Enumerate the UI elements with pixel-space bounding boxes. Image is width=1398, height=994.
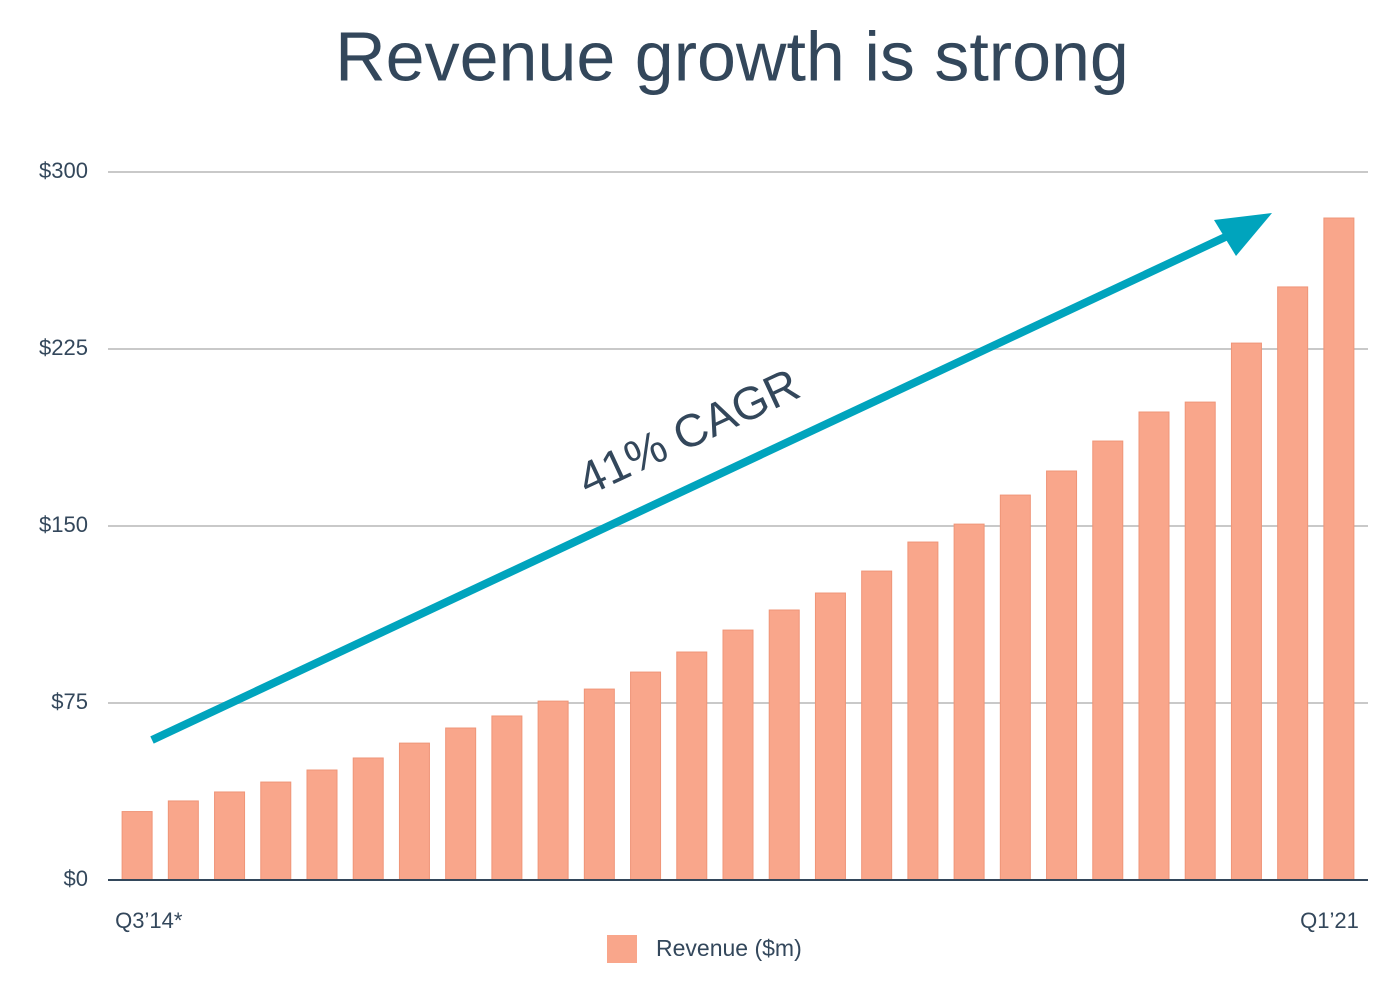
bar: [306, 769, 338, 881]
bar: [398, 742, 430, 881]
y-tick-label: $0: [64, 866, 88, 891]
bar: [1230, 342, 1262, 881]
bar: [907, 541, 939, 881]
bar: [768, 609, 800, 881]
x-tick-label: Q3’14*: [115, 908, 183, 933]
bar: [630, 671, 662, 881]
bar: [1323, 217, 1355, 881]
legend-label: Revenue ($m): [656, 935, 802, 961]
bar: [999, 494, 1031, 881]
bar: [1184, 401, 1216, 881]
bar: [1138, 411, 1170, 881]
bar: [1092, 440, 1124, 881]
bar: [1277, 286, 1309, 881]
trend-arrow: [150, 228, 1238, 744]
bar: [537, 700, 569, 881]
legend-swatch: [607, 935, 637, 963]
bar: [722, 629, 754, 881]
bar: [814, 592, 846, 881]
bar: [583, 688, 615, 881]
chart-title: Revenue growth is strong: [335, 17, 1129, 95]
bar: [491, 715, 523, 881]
y-tick-label: $75: [51, 689, 88, 714]
y-tick-label: $225: [39, 335, 88, 360]
bar: [676, 651, 708, 881]
bar: [121, 811, 153, 881]
bar: [861, 570, 893, 881]
arrow-head: [1214, 213, 1272, 256]
bar: [352, 757, 384, 881]
bar: [214, 791, 246, 881]
bar: [445, 727, 477, 881]
bar: [953, 523, 985, 881]
y-tick-label: $150: [39, 512, 88, 537]
bar: [260, 781, 292, 881]
y-tick-label: $300: [39, 158, 88, 183]
annotation: 41% CAGR: [570, 358, 807, 506]
bar: [1046, 470, 1078, 881]
bar: [167, 800, 199, 881]
x-tick-label: Q1’21: [1300, 908, 1359, 933]
